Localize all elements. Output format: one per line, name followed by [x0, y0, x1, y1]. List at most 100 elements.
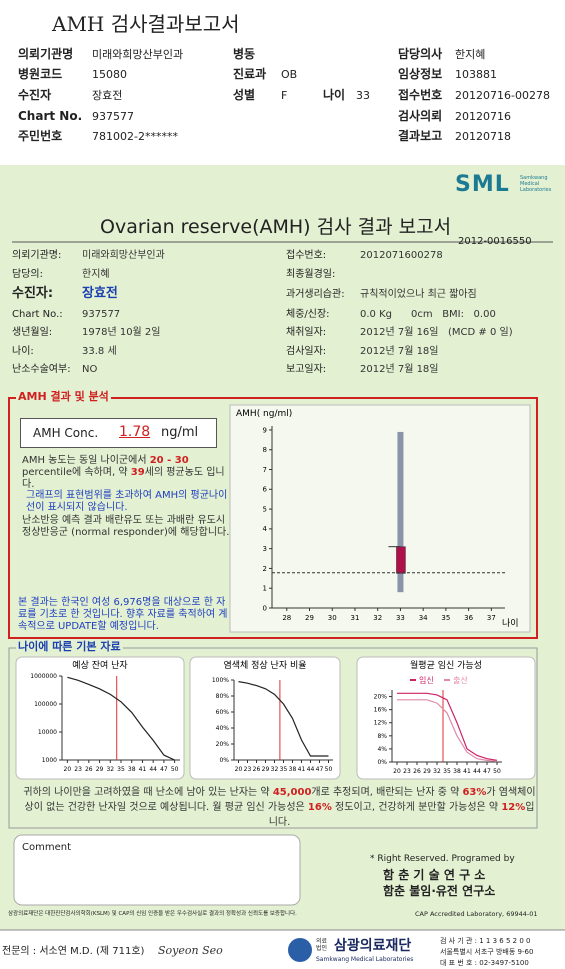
summary-part: 입니다.: [268, 802, 535, 828]
y-axis-label: AMH( ng/ml): [236, 409, 292, 419]
x-tick-label: 26: [413, 768, 421, 775]
info-label: 나이:: [12, 346, 34, 357]
curve: [238, 681, 329, 757]
info-label: 최종월경일:: [286, 269, 336, 280]
field-label: Chart No.: [18, 109, 83, 123]
info-label: 보고일자:: [286, 364, 327, 375]
footer-cap: CAP Accredited Laboratory, 69944-01: [415, 910, 538, 918]
section-title: AMH 결과 및 분석: [16, 390, 111, 404]
field-value: OB: [281, 68, 298, 81]
x-tick-label: 23: [244, 766, 252, 773]
paragraph-part: percentile에 속하며, 약: [22, 467, 131, 478]
signature: Soyeon Seo: [158, 944, 223, 957]
x-tick-label: 32: [433, 768, 441, 775]
x-tick-label: 50: [171, 766, 179, 773]
field-value: 장효전: [92, 89, 123, 102]
paragraph-part: 20 - 30: [149, 455, 189, 466]
info-value: 2012071600278: [360, 250, 443, 261]
x-tick-label: 32: [106, 766, 114, 773]
y-tick-label: 1000000: [30, 673, 57, 680]
field-value: 20120716: [455, 110, 511, 123]
y-tick-label: 100000: [34, 701, 57, 708]
paragraph-part: 본 결과는 한국인 여성 6,976명을 대상으로 한 자료를 기초로 한 것입…: [18, 597, 228, 632]
logo-sub: Samkwang Medical Laboratories: [520, 175, 552, 193]
x-tick-label: 50: [493, 768, 501, 775]
field-label: 접수번호: [398, 88, 443, 102]
info-value: 장효전: [82, 286, 118, 301]
paragraph-part: AMH 농도는 동일 나이군에서: [22, 455, 150, 466]
x-tick-label: 44: [307, 766, 315, 773]
y-tick-label: 0: [263, 604, 267, 612]
chart-title: 예상 잔여 난자: [72, 659, 128, 671]
paragraph: 그래프의 표현범위를 초과하여 AMH의 평균나이선이 표시되지 않습니다.: [26, 490, 236, 514]
y-tick-label: 8%: [377, 733, 387, 740]
credit-line: * Right Reserved. Programed by: [370, 854, 515, 864]
field-label: 수진자: [18, 88, 52, 102]
summary-part: 개로 추정되며, 배란되는 난자 중 약: [311, 787, 463, 798]
curve: [397, 699, 498, 762]
y-tick-label: 60%: [216, 709, 230, 716]
x-tick-label: 35: [443, 768, 451, 775]
summary-part: 16%: [307, 802, 332, 813]
field-label: 임상정보: [398, 67, 443, 81]
y-tick-label: 5: [263, 505, 267, 513]
panel: [356, 656, 536, 780]
field-label: 주민번호: [18, 129, 63, 143]
section-title: 나이에 따른 기본 자료: [16, 640, 123, 654]
x-tick-label: 47: [316, 766, 324, 773]
info-label: 수진자:: [12, 286, 54, 301]
amh-chart-frame: [229, 404, 531, 633]
x-tick-label: 41: [463, 768, 471, 775]
summary-part: 63%: [462, 787, 487, 798]
credit-line: 함 춘 기 술 연 구 소: [383, 868, 486, 882]
y-tick-label: 12%: [374, 720, 388, 727]
info-label: 담당의:: [12, 269, 43, 280]
chart-title: 월평균 임신 가능성: [410, 659, 482, 671]
x-tick-label: 32: [373, 614, 382, 622]
x-tick-label: 37: [487, 614, 496, 622]
x-tick-label: 29: [262, 766, 270, 773]
field-value: 15080: [92, 68, 127, 81]
y-tick-label: 8: [263, 446, 267, 454]
x-tick-label: 41: [139, 766, 147, 773]
info-value: 2012년 7월 18일: [360, 346, 439, 357]
org-detail: 서울특별시 서초구 방배동 9-60: [440, 948, 534, 956]
y-tick-label: 20%: [216, 741, 230, 748]
chart-title: 염색체 정상 난자 비율: [223, 660, 306, 671]
field-label: 결과보고: [398, 129, 443, 143]
x-tick-label: 44: [473, 768, 481, 775]
info-value: 한지혜: [82, 269, 110, 280]
logo: SML: [455, 172, 510, 197]
x-tick-label: 35: [280, 766, 288, 773]
info-value: 33.8 세: [82, 346, 117, 357]
y-tick-label: 80%: [216, 693, 230, 700]
comment-label: Comment: [22, 842, 71, 853]
y-tick-label: 100%: [212, 677, 229, 684]
field-value: 937577: [92, 110, 134, 123]
legend-label: 출산: [453, 675, 468, 685]
report-no: 2012-0016550: [458, 236, 532, 247]
x-tick-label: 20: [393, 768, 401, 775]
summary-part: 45,000: [272, 787, 312, 798]
org-prefix: 의료법인: [316, 938, 328, 952]
x-tick-label: 20: [235, 766, 243, 773]
legend-label: 임신: [419, 676, 434, 685]
org-logo: [288, 938, 312, 962]
x-tick-label: 38: [289, 766, 297, 773]
conc-box: AMH Conc. 1.78 ng/ml: [20, 418, 217, 448]
y-tick-label: 0%: [219, 757, 229, 764]
curve: [397, 692, 498, 761]
y-tick-label: 7: [263, 466, 267, 474]
paragraph-part: 39: [130, 467, 145, 478]
field-value: 103881: [455, 68, 497, 81]
summary-part: 가 염색체이상이 없는 건강한 난자일 것으로 예상됩니다. 월 평균 임신 가…: [24, 787, 536, 813]
field-label: 의뢰기관명: [18, 47, 74, 61]
x-tick-label: 47: [160, 766, 168, 773]
field-value: 20120716-00278: [455, 89, 550, 102]
summary-part: 12%: [501, 802, 526, 813]
x-tick-label: 30: [328, 614, 337, 622]
report-title: Ovarian reserve(AMH) 검사 결과 보고서: [100, 216, 452, 238]
field-label: 담당의사: [398, 47, 443, 61]
